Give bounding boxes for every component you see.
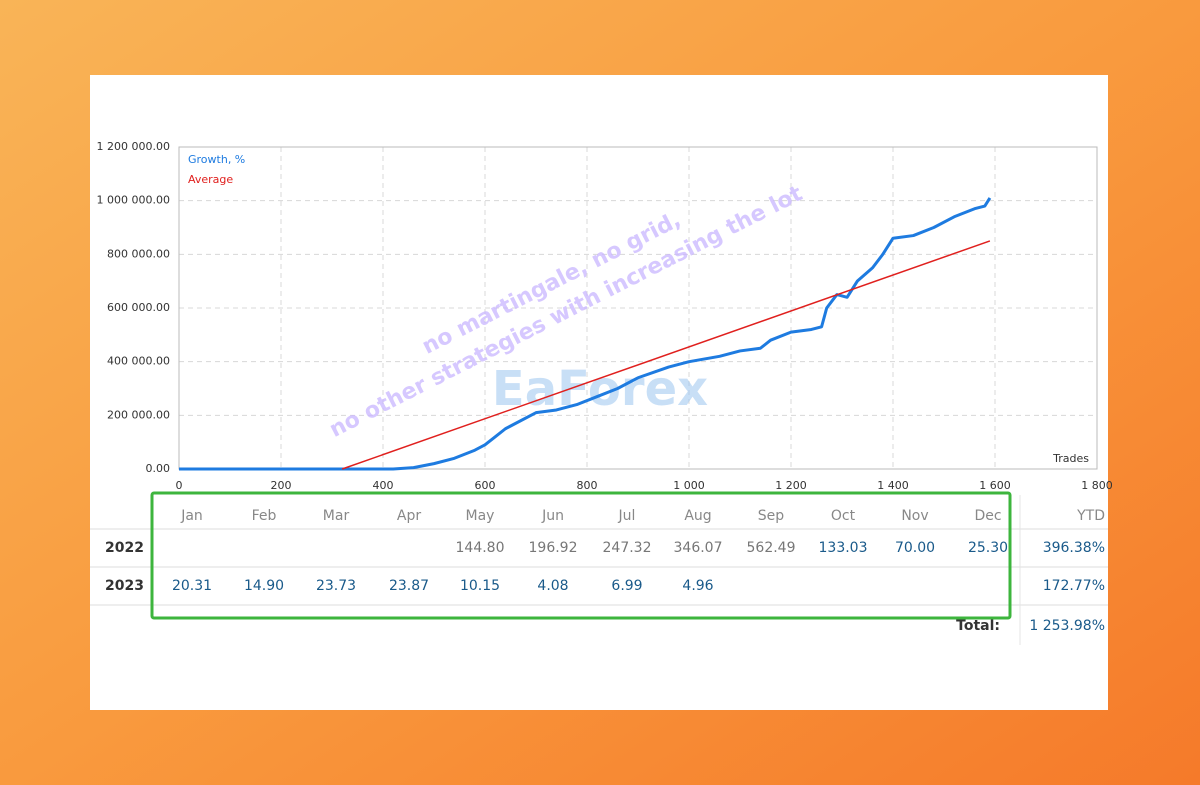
legend-entry: Growth, % bbox=[188, 153, 245, 166]
column-header: Sep bbox=[758, 508, 785, 524]
year-label: 2022 bbox=[105, 540, 144, 556]
month-value: 23.87 bbox=[389, 578, 429, 594]
column-header: Jun bbox=[541, 508, 564, 524]
x-tick-label: 400 bbox=[373, 479, 394, 492]
y-tick-label: 800 000.00 bbox=[107, 247, 170, 260]
x-tick-label: 1 800 bbox=[1081, 479, 1113, 492]
highlight-box bbox=[150, 491, 1012, 620]
y-tick-label: 1 200 000.00 bbox=[97, 140, 170, 153]
x-tick-label: 800 bbox=[577, 479, 598, 492]
table: Jan Feb Mar Apr May Jun Jul Aug Sep Oct Nov Dec YTD 2… bbox=[90, 491, 1108, 645]
y-tick-label: 1 000 000.00 bbox=[97, 194, 170, 207]
month-value: 144.80 bbox=[456, 540, 505, 556]
column-header: Aug bbox=[684, 508, 711, 524]
column-header: YTD bbox=[1076, 508, 1105, 524]
month-value: 70.00 bbox=[895, 540, 935, 556]
month-value: 562.49 bbox=[747, 540, 796, 556]
x-tick-label: 200 bbox=[271, 479, 292, 492]
panel bbox=[90, 75, 1108, 710]
month-value: 20.31 bbox=[172, 578, 212, 594]
year-label: 2023 bbox=[105, 578, 144, 594]
plot-border bbox=[178, 146, 1098, 470]
legend-entry: Average bbox=[188, 173, 233, 186]
month-value: 6.99 bbox=[611, 578, 642, 594]
y-tick-label: 600 000.00 bbox=[107, 301, 170, 314]
column-header: Jul bbox=[618, 508, 636, 524]
y-tick-label: 0.00 bbox=[146, 462, 171, 475]
month-value: 4.08 bbox=[537, 578, 568, 594]
y-tick-label: 200 000.00 bbox=[107, 408, 170, 421]
y-tick-label: 400 000.00 bbox=[107, 355, 170, 368]
x-tick-label: 1 600 bbox=[979, 479, 1011, 492]
line bbox=[179, 197, 992, 471]
month-value: 23.73 bbox=[316, 578, 356, 594]
month-value: 10.15 bbox=[460, 578, 500, 594]
x-tick-label: 0 bbox=[176, 479, 183, 492]
column-header: May bbox=[466, 508, 495, 524]
month-value: 25.30 bbox=[968, 540, 1008, 556]
column-header: Dec bbox=[974, 508, 1001, 524]
line bbox=[341, 240, 991, 470]
x-tick-label: 1 400 bbox=[877, 479, 909, 492]
month-value: 196.92 bbox=[529, 540, 578, 556]
x-tick-label: 1 200 bbox=[775, 479, 807, 492]
total-label: Total: bbox=[956, 618, 1000, 634]
column-header: Feb bbox=[252, 508, 277, 524]
month-value: 4.96 bbox=[682, 578, 713, 594]
month-value: 14.90 bbox=[244, 578, 284, 594]
ytd-value: 172.77% bbox=[1043, 578, 1105, 594]
month-value: 133.03 bbox=[819, 540, 868, 556]
column-header: Nov bbox=[901, 508, 928, 524]
column-header: Jan bbox=[180, 508, 203, 524]
month-value: 247.32 bbox=[603, 540, 652, 556]
x-tick-label: 600 bbox=[475, 479, 496, 492]
ytd-value: 396.38% bbox=[1043, 540, 1105, 556]
x-axis-label: Trades bbox=[1052, 452, 1089, 465]
column-header: Apr bbox=[397, 508, 421, 524]
column-header: Mar bbox=[323, 508, 350, 524]
watermark-brand: EaForex bbox=[492, 361, 708, 417]
x-tick-label: 1 000 bbox=[673, 479, 705, 492]
month-value: 346.07 bbox=[674, 540, 723, 556]
column-header: Oct bbox=[831, 508, 856, 524]
total-value: 1 253.98% bbox=[1029, 618, 1105, 634]
